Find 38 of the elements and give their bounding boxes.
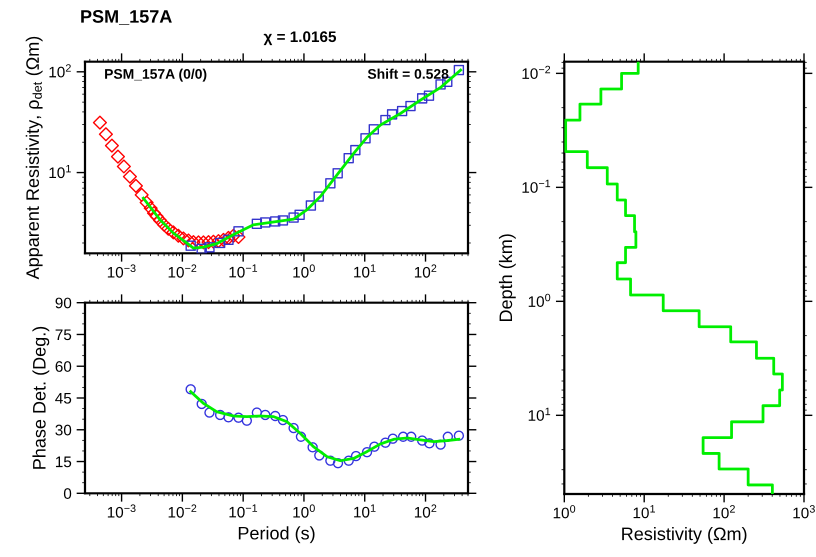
x-tick-label: 10$^{1}$: [354, 264, 376, 278]
y-tick-label: 15: [56, 456, 72, 468]
y-tick-label: 30: [55, 424, 72, 436]
x-tick-label: 10$^{2}$: [414, 504, 436, 518]
x-tick-label: 10$^{−1}$: [229, 504, 258, 518]
x-tick-label: 10$^{0}$: [293, 264, 315, 278]
x-tick-label: 10$^{0}$: [554, 505, 576, 518]
y-tick-label: 10$^{0}$: [528, 294, 550, 308]
y-tick-label: 10$^{−1}$: [522, 180, 550, 193]
y-tick-label: 60: [56, 361, 72, 372]
y-axis-title: Phase Det. (Deg.): [32, 326, 50, 469]
y-tick-label: 10$^{1}$: [528, 408, 550, 421]
x-tick-label: 10$^{−2}$: [168, 504, 196, 518]
y-tick-label: 75: [56, 329, 72, 340]
x-tick-label: 10$^{2}$: [414, 264, 436, 278]
chart-title: PSM_157A: [81, 10, 172, 25]
y-axis-title: Depth (km): [498, 234, 516, 322]
x-tick-label: 10$^{0}$: [293, 504, 315, 518]
y-tick-label: 10$^{2}$: [49, 64, 71, 78]
y-tick-label: 90: [56, 298, 72, 308]
y-tick-label: 10$^{1}$: [49, 164, 71, 178]
x-axis-title: Period (s): [238, 526, 315, 544]
y-tick-label: 45: [55, 393, 72, 404]
x-tick-label: 10$^{−3}$: [108, 264, 136, 278]
x-tick-label: 10$^{−1}$: [229, 264, 258, 278]
annotation: PSM_157A (0/0): [105, 68, 206, 82]
x-tick-label: 10$^{−2}$: [168, 264, 196, 278]
x-axis-title: Resistivity (Ωm): [622, 526, 746, 544]
x-tick-label: 10$^{−3}$: [108, 504, 136, 518]
x-tick-label: 10$^{2}$: [714, 505, 735, 518]
y-tick-label: 0: [64, 488, 72, 499]
annotation: Shift = 0.528: [368, 68, 448, 79]
y-axis-title: Apparent Resistivity, ρ$_{det}$ (Ωm): [26, 36, 43, 280]
y-tick-label: 10$^{−2}$: [522, 66, 550, 80]
x-tick-label: 10$^{1}$: [354, 504, 376, 518]
x-tick-label: 10$^{3}$: [793, 505, 815, 518]
x-tick-label: 10$^{1}$: [634, 505, 655, 518]
chart-subtitle: χ = 1.0165: [264, 31, 336, 46]
